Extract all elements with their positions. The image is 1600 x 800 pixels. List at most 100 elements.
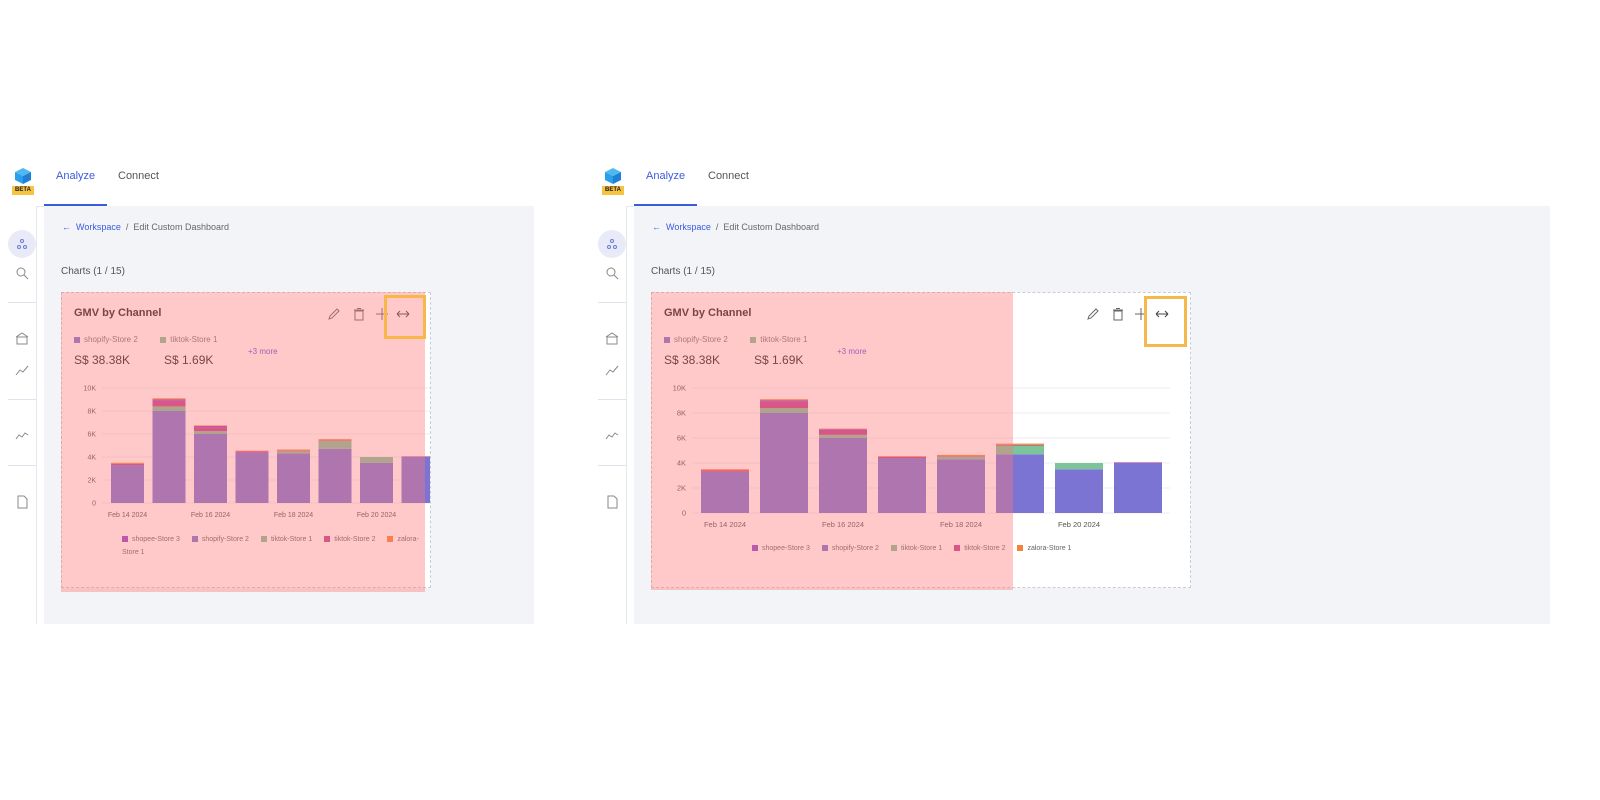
trash-icon[interactable] — [352, 307, 366, 321]
legend-label: tiktok-Store 1 — [270, 536, 313, 543]
bar-segment — [360, 457, 393, 463]
card-title: GMV by Channel — [664, 307, 752, 319]
x-tick-label: Feb 20 2024 — [357, 512, 396, 519]
line-chart-icon[interactable] — [15, 429, 29, 443]
bar-segment — [1114, 462, 1162, 463]
chart-card[interactable]: GMV by Channel shopify-Store 2 tiktok-St… — [651, 292, 1191, 588]
summary-value-1: S$ 38.38K — [664, 353, 721, 367]
tab-connect[interactable]: Connect — [708, 170, 749, 182]
tab-analyze[interactable]: Analyze — [44, 164, 108, 206]
y-tick-label: 4K — [87, 455, 96, 462]
bar-segment — [152, 406, 186, 411]
bar-segment — [760, 413, 808, 513]
document-icon[interactable] — [15, 495, 29, 509]
legend-item[interactable]: shopee-Store 3 — [122, 536, 180, 543]
cube-logo-icon — [605, 168, 621, 184]
legend-swatch — [1017, 545, 1024, 552]
left-sidebar — [590, 206, 627, 624]
bar-segment — [996, 445, 1044, 455]
bar-segment — [937, 456, 985, 460]
bar-chart: 0 2K 4K 6K 8K 10K Feb 14 2024 Feb 16 2024 Feb 18… — [673, 384, 1170, 529]
bar-segment — [318, 440, 352, 441]
breadcrumb-separator: / — [715, 222, 719, 232]
summary-swatch — [664, 336, 670, 343]
bar-segment — [318, 440, 352, 449]
back-arrow-icon[interactable]: ← — [652, 222, 661, 232]
bar-segment — [937, 454, 985, 457]
document-icon[interactable] — [605, 495, 619, 509]
legend-label: zalora-Store 1 — [1027, 545, 1072, 552]
bar-segment — [1055, 463, 1103, 470]
nodes-icon[interactable] — [15, 237, 29, 251]
main-content: ← Workspace / Edit Custom Dashboard Char… — [634, 206, 1550, 624]
sidebar-active-indicator — [598, 230, 626, 258]
store-icon[interactable] — [15, 332, 29, 346]
legend-item[interactable]: zalora-Store 1 — [1017, 545, 1071, 552]
pencil-icon[interactable] — [327, 307, 341, 321]
more-series-link[interactable]: +3 more — [837, 347, 867, 356]
more-series-link[interactable]: +3 more — [248, 347, 278, 356]
bar-segment — [235, 451, 269, 453]
legend-item[interactable]: shopee-Store 3 — [752, 545, 810, 552]
trend-search-icon[interactable] — [15, 363, 29, 377]
legend-item[interactable]: shopify-Store 2 — [821, 545, 879, 552]
y-tick-label: 10K — [84, 386, 97, 393]
legend-swatch — [324, 536, 331, 543]
tab-analyze[interactable]: Analyze — [634, 164, 698, 206]
y-tick-label: 4K — [677, 459, 686, 468]
legend-label: zalora-Store 1 — [122, 536, 419, 556]
zoom-search-icon[interactable] — [15, 266, 29, 280]
breadcrumb-current: Edit Custom Dashboard — [723, 222, 819, 232]
bar-segment — [194, 425, 227, 426]
trend-search-icon[interactable] — [605, 363, 619, 377]
legend-item[interactable]: zalora-Store 1 — [122, 536, 419, 556]
bar-segment — [318, 439, 352, 441]
bar-segment — [701, 470, 749, 472]
breadcrumb-workspace-link[interactable]: Workspace — [76, 222, 121, 232]
y-tick-label: 0 — [682, 509, 686, 518]
sidebar-active-indicator — [8, 230, 36, 258]
legend-item[interactable]: shopify-Store 2 — [191, 536, 249, 543]
y-tick-label: 6K — [677, 434, 686, 443]
bar-segment — [194, 434, 227, 503]
breadcrumb-workspace-link[interactable]: Workspace — [666, 222, 711, 232]
chart-legend: shopee-Store 3 shopify-Store 2 tiktok-Stor… — [752, 545, 1182, 552]
legend-item[interactable]: tiktok-Store 2 — [954, 545, 1005, 552]
bar-segment — [937, 456, 985, 457]
top-nav: BETA Analyze Connect — [590, 164, 1550, 207]
bar-segment — [819, 430, 867, 435]
legend-swatch — [954, 545, 961, 552]
summary-name-2: tiktok-Store 1 — [760, 335, 808, 344]
legend-label: shopify-Store 2 — [201, 536, 249, 543]
nodes-icon[interactable] — [605, 237, 619, 251]
legend-item[interactable]: tiktok-Store 2 — [324, 536, 375, 543]
zoom-search-icon[interactable] — [605, 266, 619, 280]
y-tick-label: 2K — [677, 484, 686, 493]
legend-item[interactable]: tiktok-Store 1 — [890, 545, 942, 552]
app-logo: BETA — [12, 168, 34, 196]
legend-label: shopee-Store 3 — [762, 545, 810, 552]
line-chart-icon[interactable] — [605, 429, 619, 443]
store-icon[interactable] — [605, 332, 619, 346]
pencil-icon[interactable] — [1086, 307, 1100, 321]
resize-horizontal-icon[interactable] — [396, 307, 410, 321]
back-arrow-icon[interactable]: ← — [62, 222, 71, 232]
y-tick-label: 8K — [87, 409, 96, 416]
x-tick-label: Feb 16 2024 — [822, 520, 864, 529]
right-panel: BETA Analyze Connect ← Workspace / Edit … — [590, 164, 1550, 624]
resize-horizontal-icon[interactable] — [1155, 307, 1169, 321]
bar-segment — [401, 457, 430, 503]
x-tick-label: Feb 20 2024 — [1058, 520, 1100, 529]
sidebar-divider — [598, 302, 626, 303]
trash-icon[interactable] — [1111, 307, 1125, 321]
bar-segment — [194, 427, 227, 432]
bar-segment — [996, 444, 1044, 446]
legend-swatch — [122, 536, 128, 543]
legend-item[interactable]: tiktok-Store 1 — [260, 536, 313, 543]
y-tick-label: 8K — [677, 409, 686, 418]
chart-card[interactable]: GMV by Channel shopify-Store 2 tiktok-St… — [61, 292, 431, 588]
bar-segment — [996, 443, 1044, 445]
bar-segment — [878, 458, 926, 513]
legend-swatch — [191, 536, 198, 543]
tab-connect[interactable]: Connect — [118, 170, 159, 182]
